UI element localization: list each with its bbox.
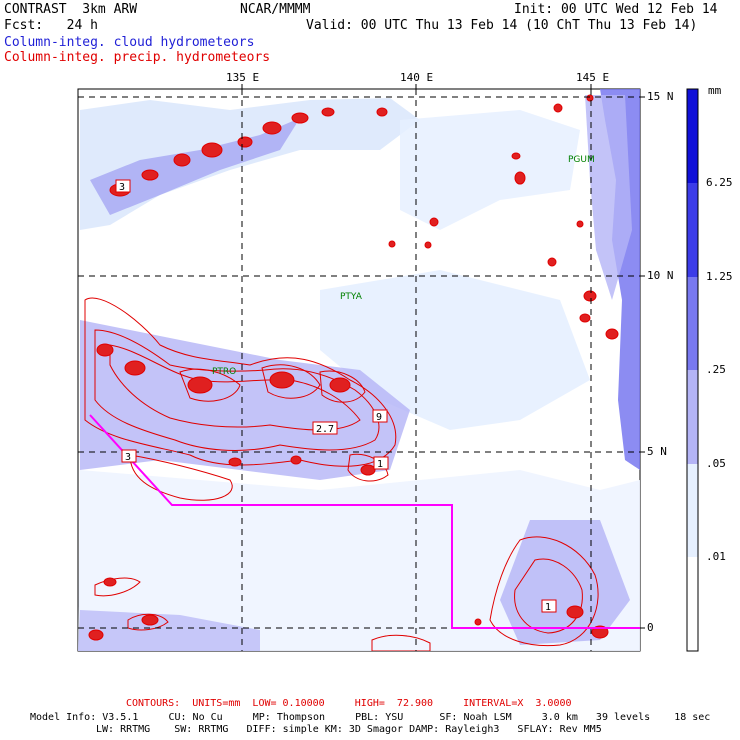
cell <box>141 169 159 181</box>
contour-label-1: 3 <box>119 182 125 193</box>
contour-south-coast <box>371 634 431 651</box>
cloud-southeast <box>500 520 630 645</box>
latlon-grid <box>78 89 640 651</box>
legend-level-2: 1.25 <box>706 270 733 283</box>
cloud-band-east <box>600 89 640 470</box>
cell <box>376 107 388 117</box>
contour-south-2 <box>347 453 389 482</box>
cell <box>269 371 295 389</box>
cell <box>88 629 104 641</box>
domain-boundary <box>89 414 640 629</box>
cell <box>586 94 594 102</box>
contour-southeast-inner <box>514 558 583 634</box>
model-title: CONTRAST 3km ARW <box>4 2 138 17</box>
cell <box>124 360 146 376</box>
cloud-north <box>80 98 420 230</box>
cell <box>141 614 159 626</box>
cell <box>553 103 563 113</box>
cell <box>514 171 526 185</box>
legend-level-4: .05 <box>706 457 726 470</box>
contour-cell-1 <box>179 368 241 402</box>
cell <box>173 153 191 167</box>
lon-label-140: 140 E <box>400 71 434 84</box>
cell <box>103 577 117 587</box>
cell <box>321 107 335 117</box>
model-info-1: Model Info: V3.5.1 CU: No Cu MP: Thompso… <box>30 712 711 723</box>
legend-swatch-4 <box>687 370 698 464</box>
cloud-band-east-light <box>585 95 632 300</box>
cell <box>388 240 396 248</box>
cell <box>511 152 521 160</box>
legend-swatch-6 <box>687 557 698 651</box>
lat-label-5n: 5 N <box>647 445 667 458</box>
init-time: Init: 00 UTC Wed 12 Feb 14 <box>514 2 718 17</box>
precip-cells <box>88 94 619 641</box>
org-label: NCAR/MMMM <box>240 2 311 17</box>
contour-label-3: 2.7 <box>316 424 334 435</box>
contour-label-6: 1 <box>545 602 551 613</box>
cell <box>566 605 584 619</box>
lon-label-135: 135 E <box>226 71 260 84</box>
contour-south-1 <box>129 454 233 501</box>
contour-info: CONTOURS: UNITS=mm LOW= 0.10000 HIGH= 72… <box>126 698 572 709</box>
map-fields <box>78 89 640 651</box>
cell <box>290 455 302 465</box>
cell <box>237 136 253 148</box>
legend-swatch-1 <box>687 89 698 183</box>
forecast-hour: Fcst: 24 h <box>4 18 98 33</box>
frame-ticks <box>241 84 645 629</box>
lat-label-0: 0 <box>647 621 654 634</box>
field-precip-title: Column-integ. precip. hydrometeors <box>4 50 271 65</box>
cell <box>547 257 557 267</box>
lat-label-10n: 10 N <box>647 269 674 282</box>
station-ptro: PTRO <box>212 367 236 377</box>
legend-swatch-2 <box>687 183 698 277</box>
cell <box>579 313 591 323</box>
contour-southeast-outer <box>489 536 599 647</box>
legend-level-1: 6.25 <box>706 176 733 189</box>
contour-label-4: 9 <box>376 412 382 423</box>
cell <box>605 328 619 340</box>
legend-swatch-3 <box>687 277 698 370</box>
legend-colorbar <box>686 88 699 652</box>
legend-level-5: .01 <box>706 550 726 563</box>
cell <box>262 121 282 135</box>
cell <box>187 376 213 394</box>
contour-value-labels: 3 3 2.7 9 1 1 <box>115 179 557 613</box>
cell <box>201 142 223 158</box>
cell <box>96 343 114 357</box>
station-ptya: PTYA <box>340 292 363 302</box>
cloud-south <box>78 470 640 651</box>
cell <box>228 457 242 467</box>
model-info-2: LW: RRTMG SW: RRTMG DIFF: simple KM: 3D … <box>96 724 602 735</box>
cell <box>474 618 482 626</box>
cell <box>291 112 309 124</box>
contour-label-2: 3 <box>125 452 131 463</box>
cell <box>576 220 584 228</box>
cloud-central-north <box>400 110 580 230</box>
legend-level-3: .25 <box>706 363 726 376</box>
field-cloud-title: Column-integ. cloud hydrometeors <box>4 35 255 50</box>
valid-time: Valid: 00 UTC Thu 13 Feb 14 (10 ChT Thu … <box>306 18 698 33</box>
contour-cell-3 <box>319 370 366 403</box>
cell <box>429 217 439 227</box>
lat-label-15n: 15 N <box>647 90 674 103</box>
cloud-southwest <box>78 610 260 651</box>
legend-unit: mm <box>708 84 722 97</box>
contour-band-outer <box>84 297 397 467</box>
cell <box>424 241 432 249</box>
lon-label-145: 145 E <box>576 71 610 84</box>
legend-swatch-5 <box>687 464 698 557</box>
contour-sw-2 <box>127 613 169 631</box>
contour-label-5: 1 <box>377 459 383 470</box>
cell <box>583 290 597 302</box>
cell <box>360 464 376 476</box>
station-pgum: PGUM <box>568 155 595 165</box>
cell <box>329 377 351 393</box>
contour-cell-2 <box>261 364 321 399</box>
station-labels: PGUM PTYA PTRO <box>212 155 595 377</box>
cloud-central <box>320 270 590 430</box>
